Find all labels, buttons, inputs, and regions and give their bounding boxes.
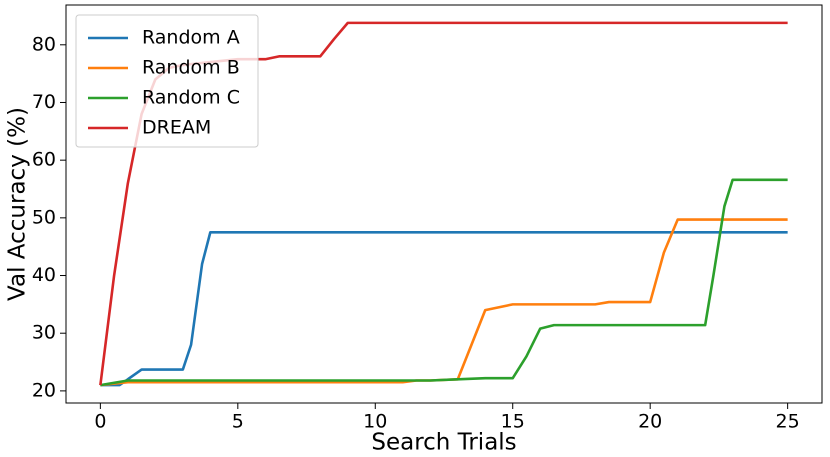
- x-axis-label: Search Trials: [371, 430, 516, 456]
- x-tick-label: 20: [638, 411, 662, 433]
- x-tick-label: 0: [94, 411, 106, 433]
- y-tick-label: 30: [32, 322, 56, 344]
- y-tick-label: 60: [32, 149, 56, 171]
- legend-label: Random C: [142, 87, 240, 109]
- series-line: [100, 178, 788, 387]
- y-tick-label: 50: [32, 206, 56, 228]
- legend-label: Random A: [142, 27, 240, 49]
- series-line: [100, 230, 788, 387]
- y-tick-label: 80: [32, 33, 56, 55]
- legend-box: [75, 14, 259, 148]
- legend-label: DREAM: [142, 117, 211, 139]
- y-tick-label: 20: [32, 379, 56, 401]
- x-tick-label: 15: [501, 411, 525, 433]
- y-tick-label: 70: [32, 91, 56, 113]
- x-tick-label: 5: [232, 411, 244, 433]
- x-tick-label: 25: [776, 411, 800, 433]
- series-line: [100, 218, 788, 387]
- legend-label: Random B: [142, 57, 240, 79]
- y-tick-label: 40: [32, 264, 56, 286]
- x-tick-label: 10: [363, 411, 387, 433]
- y-axis-label: Val Accuracy (%): [5, 107, 31, 301]
- plot-frame: [65, 4, 823, 404]
